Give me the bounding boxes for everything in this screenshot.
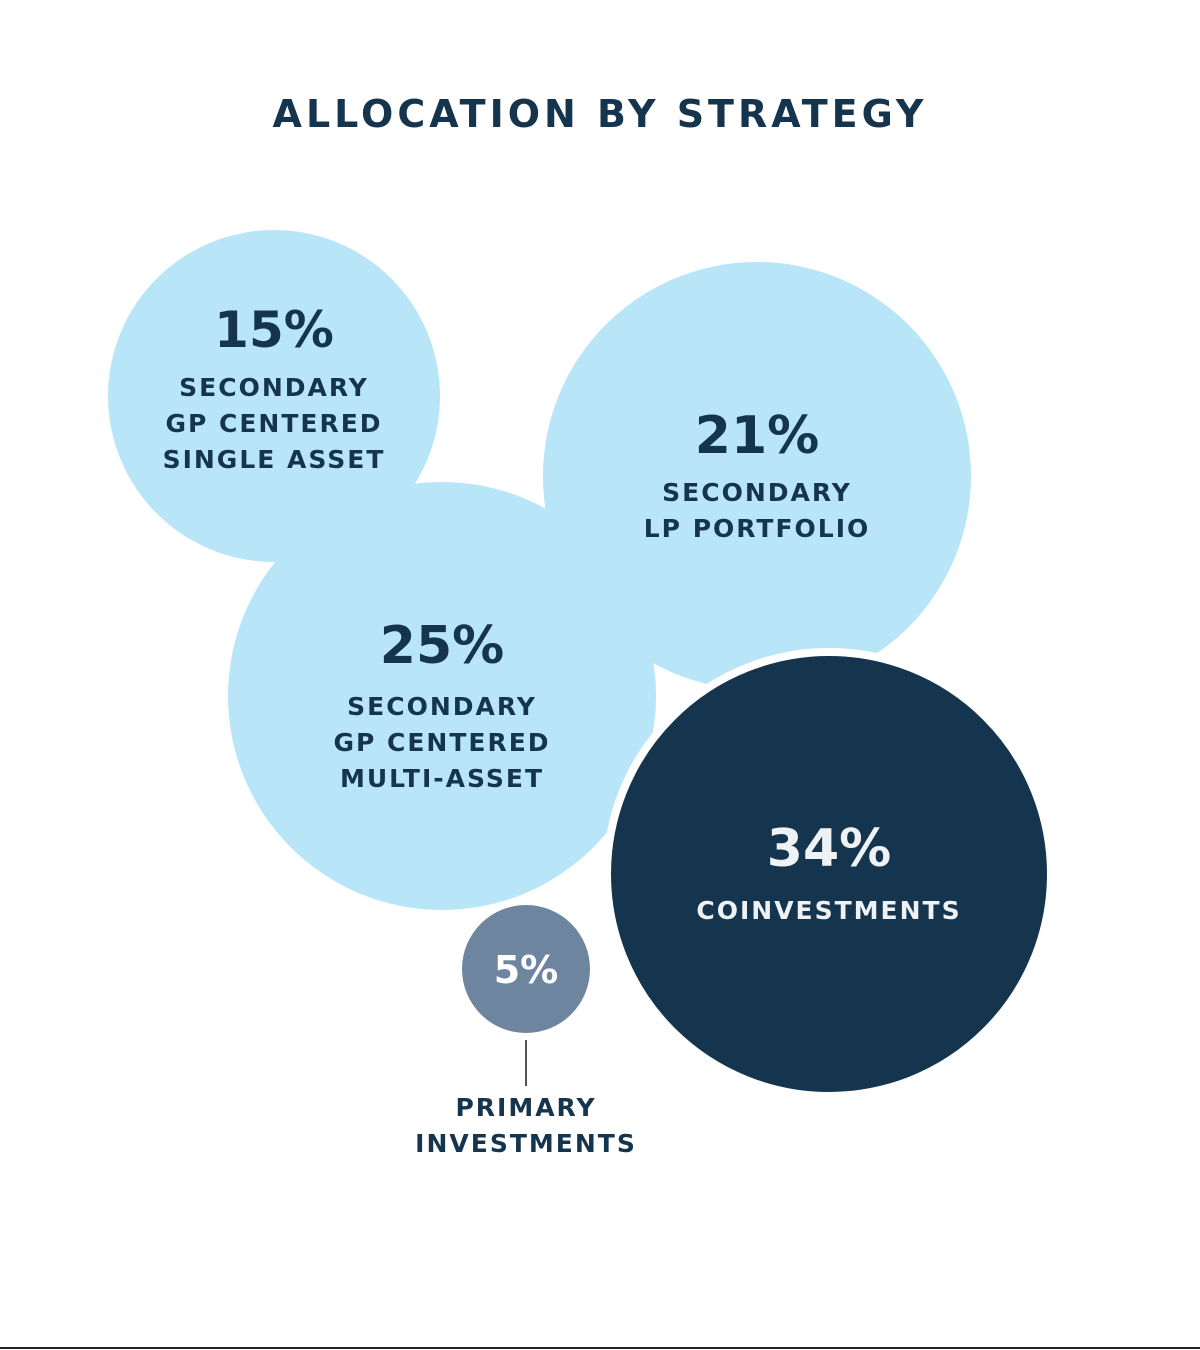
bubble-15: 15% SECONDARY GP CENTERED SINGLE ASSET <box>108 230 440 562</box>
bubble-category-label: SECONDARY <box>347 692 537 721</box>
bubble-value-label: 5% <box>494 948 559 992</box>
bubble-25: 25% SECONDARY GP CENTERED MULTI-ASSET <box>228 482 656 910</box>
bubble-34: 34% COINVESTMENTS <box>603 648 1055 1100</box>
bubble-category-label: INVESTMENTS <box>415 1129 637 1158</box>
chart-title: ALLOCATION BY STRATEGY <box>272 92 928 136</box>
bubble-value-label: 25% <box>380 616 504 676</box>
bubble-5: 5% PRIMARY INVESTMENTS <box>415 905 637 1158</box>
bubble-category-label: SINGLE ASSET <box>163 445 386 474</box>
bubble-category-label: GP CENTERED <box>333 728 550 757</box>
bubble-category-label: PRIMARY <box>455 1093 596 1122</box>
bubble-value-label: 21% <box>695 406 819 466</box>
bubble-circle <box>603 648 1055 1100</box>
bubble-circle <box>462 905 590 1033</box>
bubble-circle <box>108 230 440 562</box>
bubble-circle <box>543 262 971 690</box>
bubble-value-label: 34% <box>767 819 891 879</box>
bubble-21: 21% SECONDARY LP PORTFOLIO <box>543 262 971 690</box>
bubble-circle <box>228 482 656 910</box>
bubble-value-label: 15% <box>214 301 334 359</box>
bubble-category-label: SECONDARY <box>179 373 369 402</box>
bubble-category-label: COINVESTMENTS <box>696 896 961 925</box>
bubble-category-label: LP PORTFOLIO <box>644 514 871 543</box>
bubble-category-label: SECONDARY <box>662 478 852 507</box>
bubble-category-label: GP CENTERED <box>165 409 382 438</box>
bubble-category-label: MULTI-ASSET <box>340 764 544 793</box>
bottom-divider <box>0 1347 1200 1349</box>
